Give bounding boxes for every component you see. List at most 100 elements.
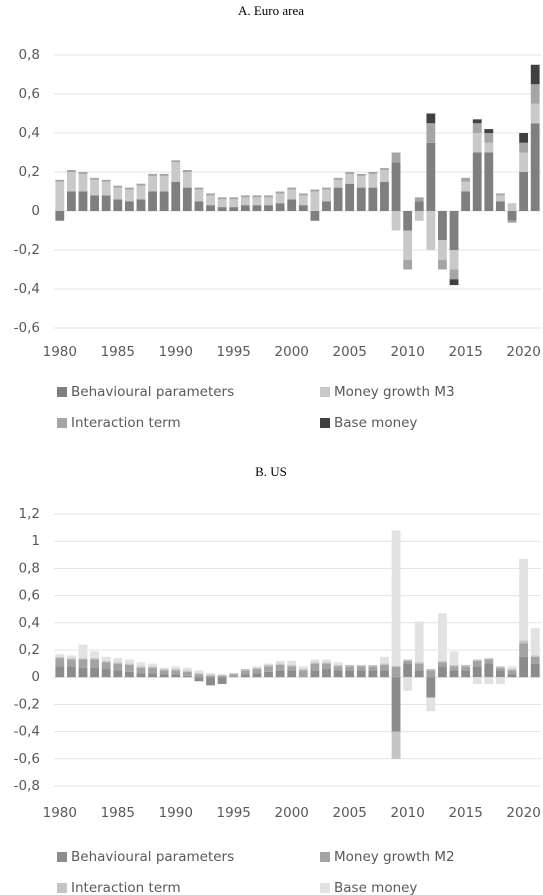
bar [194, 187, 204, 190]
bar [391, 677, 401, 732]
x-tick-label: 1980 [43, 344, 77, 360]
bar [438, 211, 447, 241]
bar [449, 279, 459, 286]
y-tick-label: 0,2 [19, 642, 40, 658]
bar [380, 181, 389, 211]
bar [287, 199, 297, 211]
bar [403, 230, 413, 260]
bar [414, 670, 424, 678]
bar [298, 666, 308, 670]
bar [171, 670, 181, 675]
bar [264, 663, 273, 665]
y-tick-label: 0 [31, 203, 40, 219]
bar [298, 205, 308, 211]
x-tick-label: 1995 [217, 344, 251, 360]
y-tick-label: 0 [31, 669, 40, 685]
bar [519, 142, 529, 153]
bar [322, 189, 331, 202]
bar [449, 666, 459, 671]
bar [356, 670, 366, 678]
bar [461, 664, 471, 667]
bar [403, 663, 413, 678]
bar [368, 172, 378, 174]
bar [496, 677, 505, 684]
bar [287, 189, 297, 200]
bar [78, 667, 88, 678]
bar [449, 269, 459, 280]
legend-label: Interaction term [71, 880, 181, 895]
bar [252, 205, 262, 211]
bar [356, 175, 366, 188]
bar [275, 663, 285, 665]
bar [322, 659, 331, 663]
bar [206, 677, 215, 686]
bar [136, 673, 146, 678]
bar [380, 170, 389, 182]
bar [148, 666, 157, 668]
bar [472, 152, 482, 211]
bar [507, 203, 517, 211]
bar [66, 658, 76, 660]
bar [322, 669, 331, 678]
bar [229, 197, 239, 200]
bar [148, 667, 157, 674]
bar [159, 669, 169, 671]
y-tick-label: -0,8 [14, 778, 40, 794]
bar [472, 660, 482, 667]
bar [472, 677, 482, 684]
bar [252, 667, 262, 670]
bar [380, 664, 389, 671]
bar [310, 670, 320, 678]
bar [298, 670, 308, 678]
bar [507, 670, 517, 675]
bar [66, 191, 76, 211]
bar [78, 191, 88, 211]
bar [66, 666, 76, 678]
bar [391, 152, 401, 163]
bar [507, 666, 517, 670]
bar [252, 669, 262, 674]
bar [240, 195, 250, 198]
bar [426, 697, 436, 712]
bar [368, 670, 378, 678]
bar [159, 191, 169, 211]
bar [414, 197, 424, 202]
bar [414, 621, 424, 663]
bar [229, 674, 239, 678]
bar [136, 199, 146, 211]
bar [287, 670, 297, 678]
bar [55, 211, 65, 221]
legend-swatch [57, 883, 67, 893]
bar [90, 651, 99, 659]
bar [322, 187, 331, 190]
bar [391, 162, 401, 211]
bar [101, 660, 111, 663]
bar [414, 211, 424, 221]
bar [124, 664, 134, 672]
bar [159, 173, 169, 176]
bar [310, 662, 320, 664]
bar [194, 201, 204, 211]
bar [148, 663, 157, 667]
bar [426, 677, 436, 698]
bar [217, 674, 227, 676]
bar [113, 658, 123, 663]
bar [55, 656, 65, 659]
bar [484, 142, 494, 153]
bar [182, 670, 192, 672]
y-tick-label: 0,6 [19, 588, 40, 604]
bar [136, 185, 146, 200]
x-tick-label: 1985 [101, 344, 135, 360]
legend-label: Interaction term [71, 415, 181, 431]
bar [264, 205, 273, 211]
bar [275, 664, 285, 671]
legend-swatch [320, 852, 330, 862]
x-tick-label: 2005 [332, 805, 366, 821]
bar [171, 160, 181, 163]
bar [252, 197, 262, 206]
bar [461, 666, 471, 671]
bar [194, 674, 204, 678]
bar [182, 170, 192, 172]
bar [403, 677, 413, 691]
x-tick-label: 2015 [448, 344, 482, 360]
